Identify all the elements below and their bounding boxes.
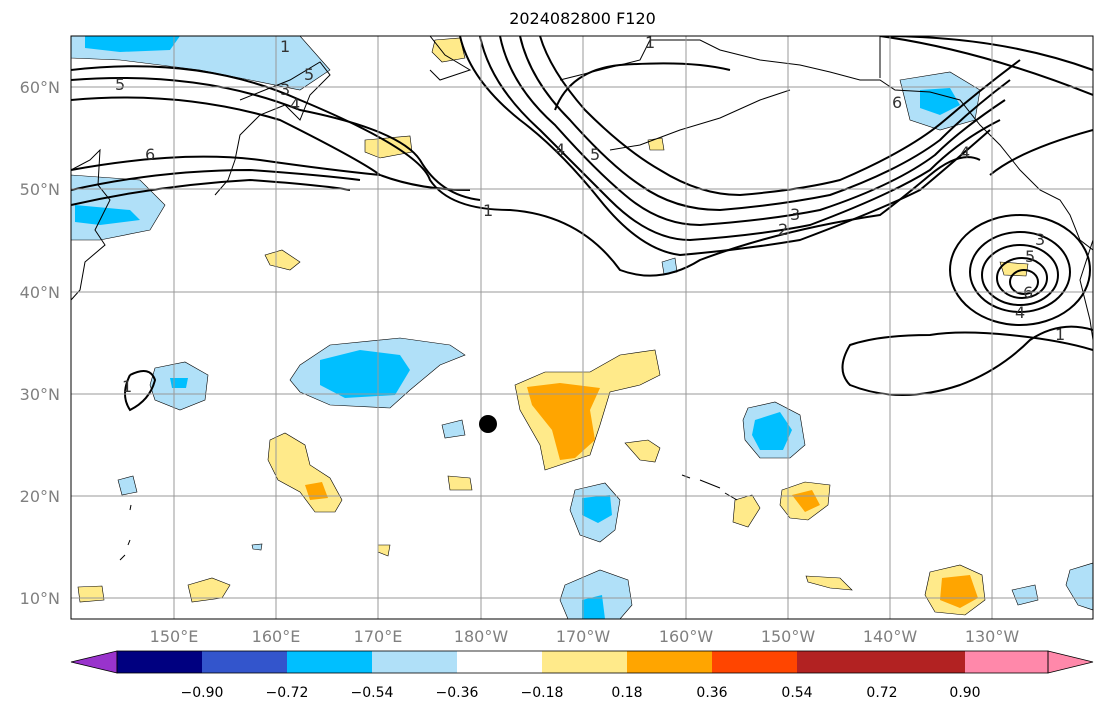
gridlines bbox=[71, 36, 1093, 619]
contour-label: 3 bbox=[790, 205, 800, 224]
contour-label: 4 bbox=[555, 140, 565, 159]
colorbar-tick-label: −0.72 bbox=[266, 685, 309, 701]
longitude-labels: 150°E 160°E 170°E 180°W 170°W 160°W 150°… bbox=[150, 627, 1020, 646]
contour-label: 1 bbox=[483, 201, 493, 220]
lat-label: 60°N bbox=[20, 78, 60, 97]
colorbar-swatch bbox=[542, 651, 627, 673]
contour-label: 5 bbox=[115, 75, 125, 94]
lon-label: 180°W bbox=[454, 627, 509, 646]
colorbar-swatch bbox=[965, 651, 1048, 673]
colorbar-tick-label: 0.90 bbox=[949, 685, 980, 701]
storm-position-marker bbox=[479, 415, 497, 433]
contour-label-group: 1 5 4 3 6 1 4 5 3 2 1 6 4 3 5 6 4 1 1 5 bbox=[115, 33, 1065, 396]
colorbar-swatch bbox=[457, 651, 542, 673]
contour-label: 4 bbox=[960, 143, 970, 162]
colorbar-tick-label: 0.54 bbox=[781, 685, 812, 701]
lat-label: 10°N bbox=[20, 589, 60, 608]
colorbar-swatch bbox=[1047, 650, 1094, 674]
contour-label: 4 bbox=[1015, 303, 1025, 322]
contour-label: 3 bbox=[280, 80, 290, 99]
contour-label: 5 bbox=[590, 145, 600, 164]
colorbar-tick-label: −0.36 bbox=[436, 685, 479, 701]
contour-label: 1 bbox=[280, 37, 290, 56]
colorbar-tick-label: 0.36 bbox=[696, 685, 727, 701]
lon-label: 150°W bbox=[761, 627, 816, 646]
contour-label: 1 bbox=[122, 377, 132, 396]
contour-label: 6 bbox=[892, 93, 902, 112]
colorbar-tick-label: 0.72 bbox=[866, 685, 897, 701]
contour-label: 4 bbox=[290, 95, 300, 114]
lon-label: 160°W bbox=[659, 627, 714, 646]
colorbar-swatch bbox=[372, 651, 457, 673]
contour-label: 6 bbox=[145, 145, 155, 164]
colorbar-tick-label: −0.90 bbox=[181, 685, 224, 701]
colorbar-tick-label: −0.18 bbox=[521, 685, 564, 701]
colorbar-tick-label: −0.54 bbox=[351, 685, 394, 701]
contour-label: 1 bbox=[1055, 325, 1065, 344]
coastlines bbox=[71, 36, 1093, 561]
lon-label: 140°W bbox=[863, 627, 918, 646]
lon-label: 160°E bbox=[252, 627, 301, 646]
contour-label: 2 bbox=[778, 220, 788, 239]
colorbar-swatch bbox=[117, 651, 202, 673]
lat-label: 30°N bbox=[20, 385, 60, 404]
contour-label: 3 bbox=[1035, 230, 1045, 249]
map-border bbox=[70, 35, 1094, 620]
lat-label: 50°N bbox=[20, 180, 60, 199]
lat-label: 20°N bbox=[20, 487, 60, 506]
colorbar-swatch bbox=[712, 651, 797, 673]
lon-label: 170°W bbox=[556, 627, 611, 646]
lat-label: 40°N bbox=[20, 283, 60, 302]
contour-label: 5 bbox=[1025, 247, 1035, 266]
colorbar: −0.90 −0.72 −0.54 −0.36 −0.18 0.18 0.36 … bbox=[70, 650, 1094, 701]
colorbar-swatch bbox=[202, 651, 287, 673]
contour-lines bbox=[71, 36, 1093, 412]
colorbar-swatch bbox=[70, 650, 118, 674]
map-title: 2024082800 F120 bbox=[509, 9, 656, 28]
colorbar-swatch bbox=[797, 651, 882, 673]
lon-label: 150°E bbox=[150, 627, 199, 646]
colorbar-swatch bbox=[627, 651, 712, 673]
lon-label: 170°E bbox=[354, 627, 403, 646]
contour-label: 1 bbox=[645, 33, 655, 52]
colorbar-swatch bbox=[287, 651, 372, 673]
lon-label: 130°W bbox=[965, 627, 1020, 646]
latitude-labels: 60°N 50°N 40°N 30°N 20°N 10°N bbox=[20, 78, 60, 608]
colorbar-tick-label: 0.18 bbox=[611, 685, 642, 701]
contour-label: 5 bbox=[304, 65, 314, 84]
colorbar-swatch bbox=[882, 651, 965, 673]
